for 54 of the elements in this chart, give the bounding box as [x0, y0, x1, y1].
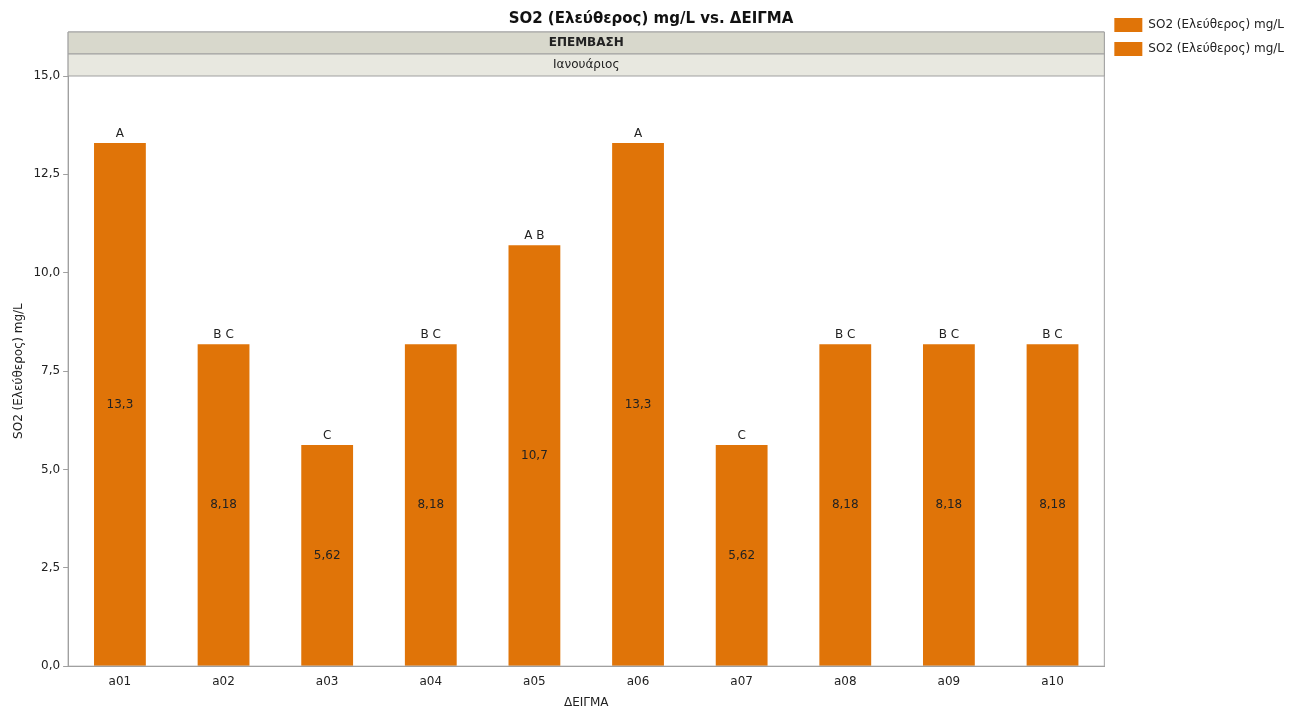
bar	[819, 344, 872, 666]
legend-label: SO2 (Ελεύθερος) mg/L	[1148, 17, 1285, 32]
x-tick-label: a02	[212, 673, 235, 688]
text: ΕΠΕΜΒΑΣΗ	[548, 35, 624, 50]
x-tick-label: a03	[315, 673, 339, 688]
chart-title: SO2 (Ελεύθερος) mg/L vs. ΔΕΙΓΜΑ	[508, 8, 794, 27]
y-tick-label: 15,0	[33, 68, 61, 83]
bar	[197, 344, 250, 666]
x-tick-label: a07	[730, 673, 753, 688]
bar	[923, 344, 975, 666]
annotation: B C	[420, 327, 442, 342]
bar	[404, 344, 457, 666]
bar	[1026, 344, 1079, 666]
x-tick-label: a08	[833, 673, 857, 688]
annotation: C	[322, 428, 332, 443]
x-tick-label: a09	[937, 673, 961, 688]
x-tick-label: a01	[108, 673, 132, 688]
y-tick-label: 7,5	[41, 363, 61, 378]
data-label: 13,3	[624, 396, 652, 411]
y-tick-label: 5,0	[41, 461, 61, 476]
x-axis-title: ΔΕΙΓΜΑ	[563, 694, 610, 709]
annotation: B C	[1042, 327, 1063, 342]
legend-label: SO2 (Ελεύθερος) mg/L	[1148, 41, 1285, 56]
bar	[94, 142, 146, 666]
annotation: C	[737, 428, 746, 443]
x-tick-label: a10	[1041, 673, 1064, 688]
y-axis-title: SO2 (Ελεύθερος) mg/L	[11, 302, 26, 439]
data-label: 8,18	[210, 497, 237, 512]
y-tick-label: 2,5	[41, 559, 61, 574]
x-tick-label: a06	[626, 673, 650, 688]
bar	[301, 445, 354, 666]
data-label: 13,3	[106, 396, 134, 411]
annotation: B C	[835, 327, 856, 342]
y-tick-label: 0,0	[41, 658, 61, 673]
annotation: A	[115, 126, 125, 141]
annotation: B C	[938, 327, 960, 342]
annotation: A	[633, 126, 643, 141]
x-tick-label: a05	[523, 673, 546, 688]
bar	[612, 142, 664, 666]
bar	[715, 445, 768, 666]
data-label: 5,62	[728, 547, 756, 562]
bar	[508, 245, 561, 666]
data-label: 5,62	[313, 547, 341, 562]
text: Ιανουάριος	[553, 57, 620, 72]
data-label: 8,18	[1039, 497, 1066, 512]
annotation: B C	[213, 327, 234, 342]
data-label: 8,18	[831, 497, 859, 512]
annotation: A B	[524, 228, 545, 243]
data-label: 8,18	[417, 497, 445, 512]
data-label: 8,18	[935, 497, 963, 512]
data-label: 10,7	[521, 447, 548, 462]
y-tick-label: 10,0	[33, 264, 61, 279]
x-tick-label: a04	[419, 673, 443, 688]
y-tick-label: 12,5	[33, 166, 61, 181]
